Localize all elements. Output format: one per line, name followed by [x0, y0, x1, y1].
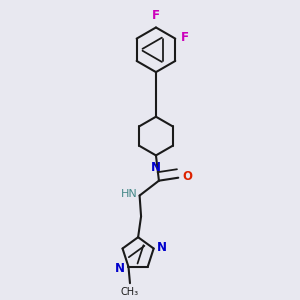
Text: HN: HN [121, 189, 137, 199]
Text: CH₃: CH₃ [121, 287, 139, 297]
Text: O: O [182, 170, 192, 183]
Text: F: F [152, 8, 160, 22]
Text: N: N [157, 241, 167, 254]
Text: F: F [181, 31, 189, 44]
Text: N: N [151, 161, 161, 174]
Text: N: N [115, 262, 125, 275]
